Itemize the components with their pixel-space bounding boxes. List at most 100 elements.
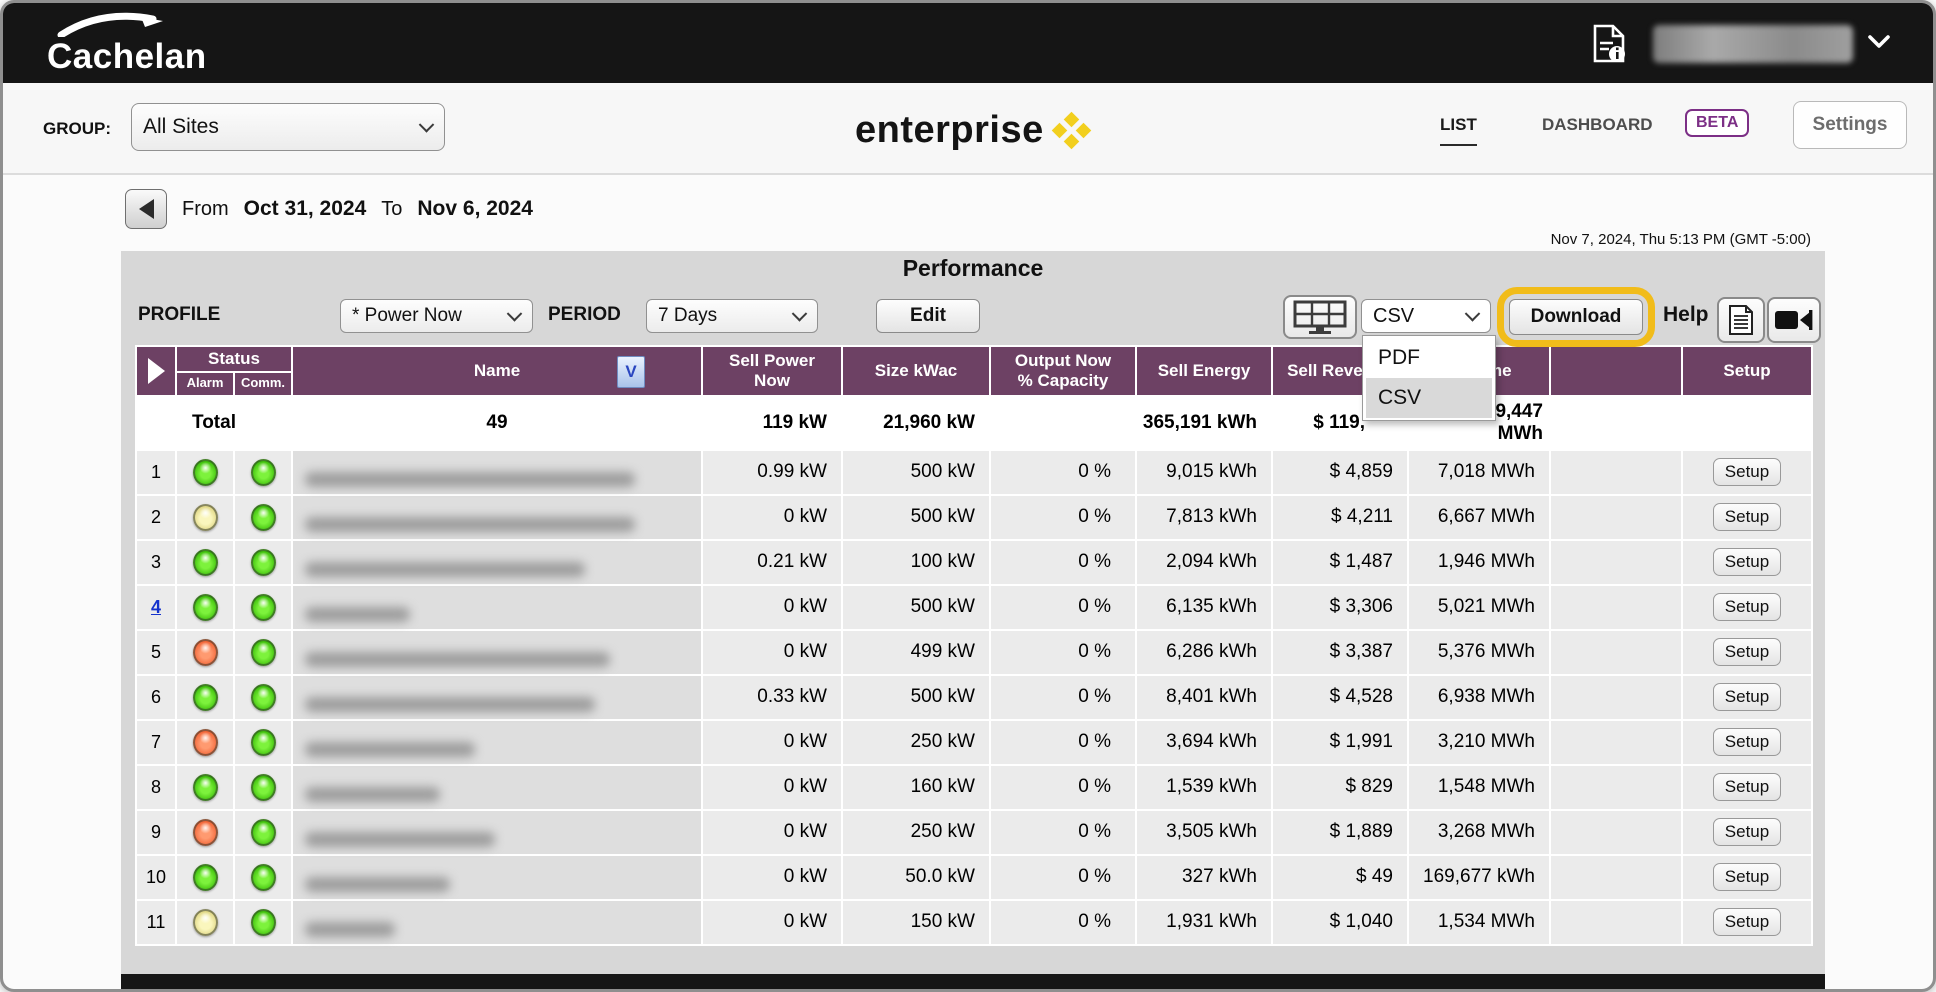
name-header[interactable]: Name V [291,345,703,397]
site-name-cell[interactable] [291,853,703,901]
sell-energy-cell: 6,286 kWh [1135,628,1273,676]
setup-cell: Setup [1681,808,1813,856]
previous-period-button[interactable] [125,189,167,229]
alarm-led-cell [175,448,235,496]
site-name-redacted [305,471,635,487]
lifetime-cell: 6,938 MWh [1407,673,1551,721]
edit-button[interactable]: Edit [876,299,980,333]
site-name-cell[interactable] [291,898,703,946]
site-name-redacted [305,876,450,892]
group-select-value: All Sites [143,115,219,138]
total-sell-power: 119 kW [701,394,843,451]
alarm-subheader[interactable]: Alarm [175,370,235,397]
site-name-cell[interactable] [291,628,703,676]
size-cell: 500 kW [841,448,991,496]
setup-button[interactable]: Setup [1712,773,1782,802]
site-name-redacted [305,696,595,712]
help-video-button[interactable] [1767,297,1821,343]
account-chevron-down-icon[interactable] [1867,35,1891,49]
blank-cell [1549,808,1683,856]
output-cell: 0 % [989,808,1137,856]
comm-led [250,458,276,486]
sell-revenue-cell: $ 1,991 [1271,718,1409,766]
settings-button[interactable]: Settings [1793,101,1907,149]
setup-button[interactable]: Setup [1712,458,1782,487]
sell-power-cell: 0 kW [701,808,843,856]
setup-button[interactable]: Setup [1712,593,1782,622]
help-document-button[interactable] [1717,297,1765,343]
table-row: 3 0.21 kW 100 kW 0 % 2,094 kWh $ 1,487 1,946 M… [135,538,1813,586]
sell-energy-cell: 327 kWh [1135,853,1273,901]
site-name-cell[interactable] [291,673,703,721]
header-row: Status Name V Sell Power Now Size kWac Ou… [135,345,1813,397]
setup-cell: Setup [1681,628,1813,676]
bottom-dark-bar [121,974,1825,989]
setup-button[interactable]: Setup [1712,683,1782,712]
size-header[interactable]: Size kWac [841,345,991,397]
chevron-down-icon [1464,306,1481,322]
size-cell: 250 kW [841,808,991,856]
sort-dropdown-icon[interactable]: V [617,356,645,388]
date-navigation: From Oct 31, 2024 To Nov 6, 2024 [125,189,533,229]
alarm-led [192,683,218,711]
setup-button[interactable]: Setup [1712,638,1782,667]
format-menu-item-pdf[interactable]: PDF [1378,346,1420,369]
row-number-link[interactable]: 4 [150,596,161,617]
site-name-redacted [305,561,585,577]
output-cell: 0 % [989,493,1137,541]
period-select[interactable]: 7 Days [646,299,818,333]
profile-select[interactable]: * Power Now [340,299,533,333]
download-button[interactable]: Download [1509,299,1643,335]
site-name-cell[interactable] [291,718,703,766]
blank-cell [1549,763,1683,811]
blank-cell [1549,673,1683,721]
size-cell: 500 kW [841,493,991,541]
site-name-cell[interactable] [291,538,703,586]
arrow-right-icon [147,357,165,384]
comm-subheader[interactable]: Comm. [233,370,293,397]
table-row: 1 0.99 kW 500 kW 0 % 9,015 kWh $ 4,859 7,018 M… [135,448,1813,496]
output-header[interactable]: Output Now % Capacity [989,345,1137,397]
tab-list[interactable]: LIST [1440,115,1477,146]
site-name-cell[interactable] [291,808,703,856]
site-name-cell[interactable] [291,763,703,811]
sell-power-cell: 0 kW [701,493,843,541]
lifetime-cell: 7,018 MWh [1407,448,1551,496]
site-name-cell[interactable] [291,493,703,541]
tab-dashboard[interactable]: DASHBOARD [1542,115,1653,134]
sell-power-cell: 0 kW [701,898,843,946]
site-name-cell[interactable] [291,448,703,496]
sell-revenue-cell: $ 3,306 [1271,583,1409,631]
document-info-icon[interactable] [1591,23,1629,65]
setup-button[interactable]: Setup [1712,818,1782,847]
to-date[interactable]: Nov 6, 2024 [417,197,533,220]
expand-column-header[interactable] [135,345,177,397]
output-cell: 0 % [989,448,1137,496]
format-menu-item-csv[interactable]: CSV [1366,378,1492,418]
sell-energy-header[interactable]: Sell Energy [1135,345,1273,397]
setup-button[interactable]: Setup [1712,908,1782,937]
format-select[interactable]: CSV [1361,299,1491,333]
account-name-redacted[interactable] [1653,25,1853,63]
row-number-cell: 6 [135,673,177,721]
group-select[interactable]: All Sites [131,103,445,151]
setup-button[interactable]: Setup [1712,548,1782,577]
site-name-cell[interactable] [291,583,703,631]
site-name-redacted [305,651,610,667]
setup-button[interactable]: Setup [1712,863,1782,892]
comm-led [250,728,276,756]
table-row: 11 0 kW 150 kW 0 % 1,931 kWh $ 1,040 1,534 MWh… [135,898,1813,946]
row-number-cell: 2 [135,493,177,541]
setup-button[interactable]: Setup [1712,503,1782,532]
sell-power-header[interactable]: Sell Power Now [701,345,843,397]
blank-cell [1549,853,1683,901]
sell-energy-cell: 3,694 kWh [1135,718,1273,766]
alarm-led [192,503,218,531]
setup-button[interactable]: Setup [1712,728,1782,757]
sell-energy-cell: 1,539 kWh [1135,763,1273,811]
from-date[interactable]: Oct 31, 2024 [243,197,367,220]
setup-cell: Setup [1681,583,1813,631]
total-output [989,394,1137,451]
table-view-button[interactable] [1283,295,1357,339]
